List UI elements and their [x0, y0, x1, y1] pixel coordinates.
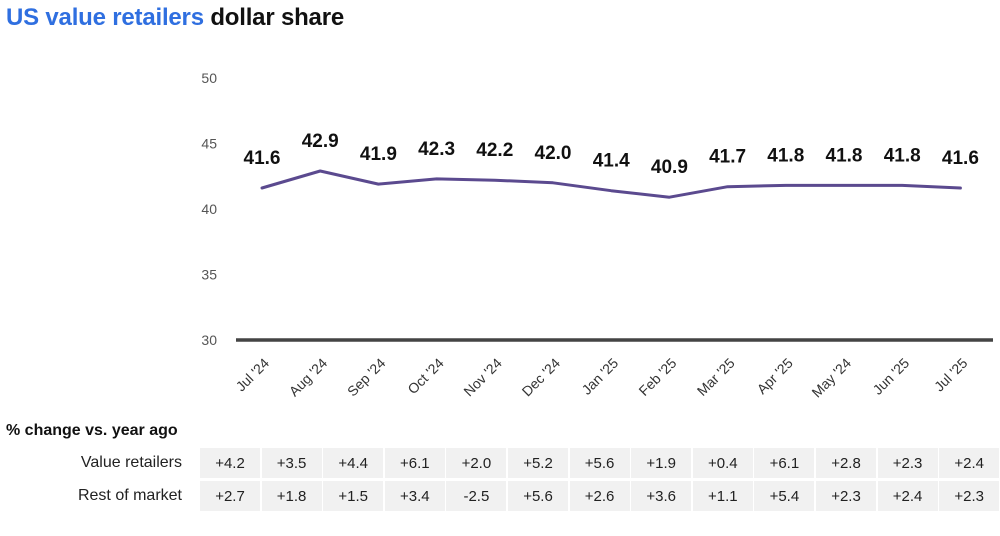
table-cell: +6.1: [754, 448, 815, 478]
table-cell: +3.4: [384, 481, 445, 511]
y-tick-label: 30: [201, 332, 217, 348]
table-heading: % change vs. year ago: [6, 422, 178, 439]
x-tick-label: Jul '25: [931, 355, 971, 395]
x-tick-label: Mar '25: [694, 355, 738, 399]
y-tick-label: 35: [201, 267, 217, 283]
table-cell: +5.6: [508, 481, 568, 511]
table-cell: +2.4: [877, 481, 938, 511]
data-label: 40.9: [651, 157, 688, 178]
data-label: 42.3: [418, 139, 455, 160]
table-cell: +5.4: [754, 481, 815, 511]
table-cell: +4.2: [200, 448, 260, 478]
data-label: 41.8: [767, 145, 804, 166]
title-accent: US value retailers: [6, 4, 204, 31]
data-label: 41.6: [942, 148, 979, 169]
chart-title: US value retailers dollar share: [6, 4, 344, 32]
table-cell: +2.6: [569, 481, 630, 511]
title-rest: dollar share: [203, 4, 344, 31]
data-label: 42.2: [476, 140, 513, 161]
x-tick-label: Feb '25: [635, 355, 679, 399]
table-cell: -2.5: [446, 481, 507, 511]
y-tick-label: 40: [201, 201, 217, 217]
y-tick-label: 45: [201, 136, 217, 152]
table-cell: +2.8: [816, 448, 876, 478]
y-tick-label: 50: [201, 70, 217, 86]
table-row-label: Value retailers: [80, 454, 182, 471]
data-label: 41.8: [826, 145, 863, 166]
data-label: 42.0: [535, 143, 572, 164]
table-cell: +5.2: [508, 448, 568, 478]
table-cell: +3.6: [631, 481, 692, 511]
table-cell: +5.6: [569, 448, 630, 478]
table-cell: +3.5: [261, 448, 322, 478]
x-tick-label: Jul '24: [233, 355, 273, 395]
x-tick-label: Nov '24: [460, 355, 505, 400]
x-tick-label: Jun '25: [869, 355, 912, 398]
table-cell: +4.4: [323, 448, 384, 478]
table-cell: +2.4: [939, 448, 1000, 478]
data-label: 42.9: [302, 131, 339, 152]
series-line: [260, 169, 962, 199]
table-cell: +1.9: [631, 448, 692, 478]
table-row-label: Rest of market: [77, 487, 182, 504]
x-tick-label: Oct '24: [404, 355, 447, 398]
table-cell: +1.1: [692, 481, 753, 511]
data-label: 41.9: [360, 144, 397, 165]
x-tick-label: Apr '25: [754, 355, 797, 398]
data-label: 41.7: [709, 147, 746, 168]
x-tick-label: Jan '25: [578, 355, 621, 398]
data-label: 41.8: [884, 145, 921, 166]
x-tick-label: Dec '24: [519, 355, 564, 400]
table-cell: +2.7: [200, 481, 260, 511]
data-label: 41.6: [244, 148, 281, 169]
table-cell: +1.5: [323, 481, 384, 511]
table-cell: +0.4: [692, 448, 753, 478]
table-cell: +2.0: [446, 448, 507, 478]
line-chart: 50 45 40 35 30 41.6 42.9 41.9 42.3 42.2 42.0 41.4 40…: [201, 70, 993, 401]
x-tick-label: Aug '24: [286, 355, 331, 400]
table-cell: +1.8: [261, 481, 322, 511]
table-cell: +2.3: [877, 448, 938, 478]
x-tick-label: Sep '24: [344, 355, 389, 400]
table-cell: +2.3: [816, 481, 876, 511]
x-tick-label: May '24: [808, 355, 854, 401]
table-cell: +2.3: [939, 481, 1000, 511]
data-label: 41.4: [593, 151, 630, 172]
table-cell: +6.1: [384, 448, 445, 478]
